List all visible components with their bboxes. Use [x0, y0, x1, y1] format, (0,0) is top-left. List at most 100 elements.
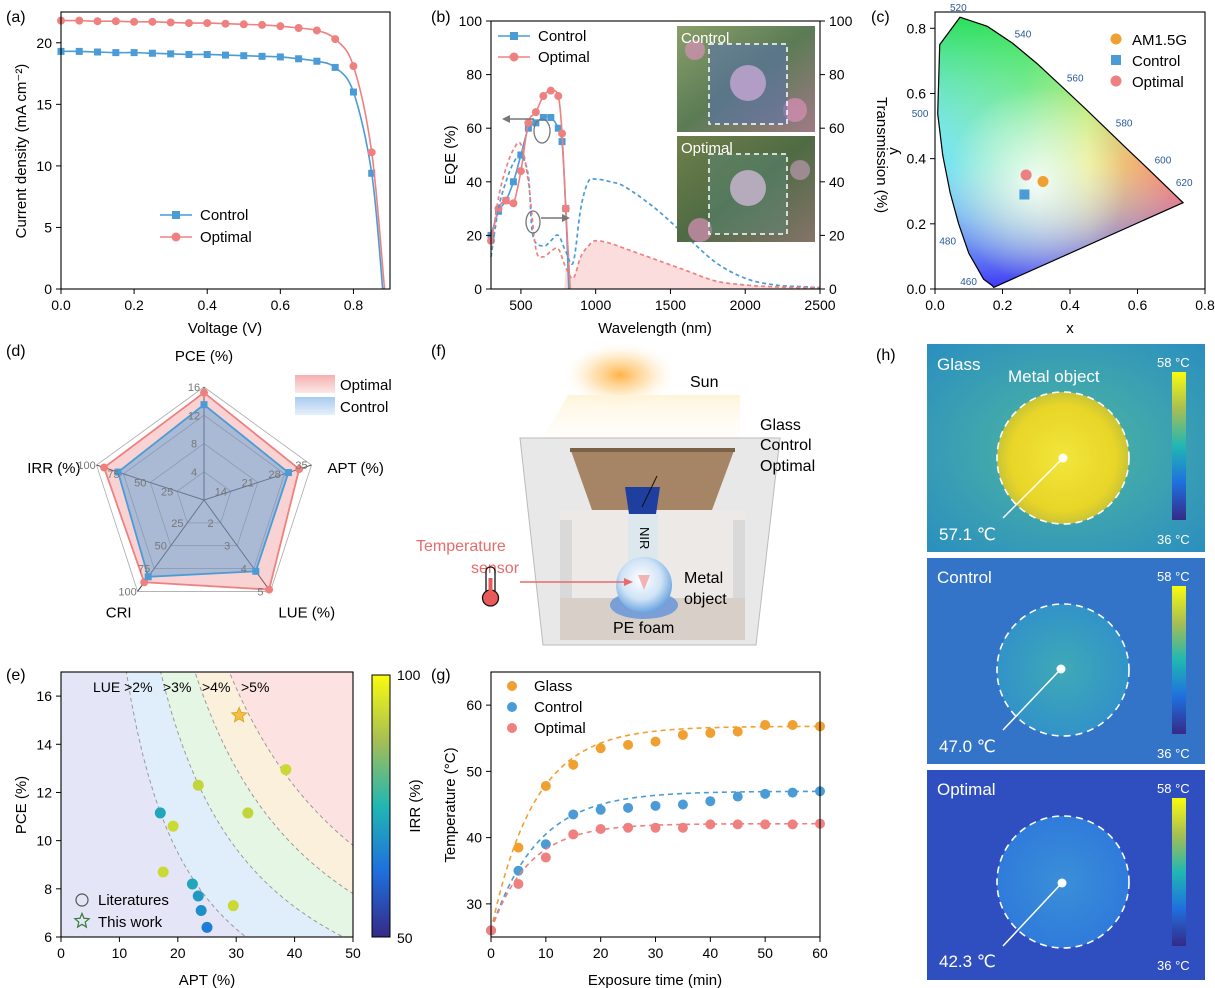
c-point [1037, 175, 1049, 187]
d-legend: Optimal Control [295, 375, 392, 416]
cie-wavelength-label: 580 [1116, 118, 1133, 129]
b-y2tick-label: 100 [829, 13, 853, 29]
thermal-panel-optimal: Optimal 42.3 ℃ 58 °C 36 °C [927, 770, 1205, 980]
a-point [313, 57, 321, 65]
cie-chart: 460 480 500 520 540 560 580 600 620 0.0 0.2 0.4 0.6… [885, 3, 1215, 337]
d-grid-ring [176, 471, 232, 524]
e-cbar-min: 50 [397, 930, 413, 946]
b-inset-optimal: Optimal [677, 136, 815, 242]
e-ytick-label: 12 [36, 784, 52, 800]
b-xtick-label: 2000 [730, 297, 761, 313]
h-optimal-name: Optimal [937, 780, 996, 799]
g-legend-control: Control [534, 699, 582, 716]
d-axis-tick: 75 [107, 469, 119, 481]
d-axis-tick: 75 [138, 564, 150, 576]
e-lue-2: LUE >2% [93, 679, 153, 695]
d-point [100, 463, 109, 472]
b-legend-control: Control [538, 28, 586, 45]
panel-label-g: (g) [431, 667, 451, 684]
b-ytick-label: 100 [459, 13, 483, 29]
f-foam-label: PE foam [613, 620, 674, 637]
e-cbar-max: 100 [397, 667, 421, 683]
d-grid-ring [96, 386, 312, 592]
b-y2tick-label: 80 [829, 67, 845, 83]
c-ytick-label: 0.0 [907, 281, 927, 297]
g-point [513, 879, 524, 889]
a-xtick-label: 0.8 [344, 297, 364, 313]
c-legend-optimal: Optimal [1132, 74, 1184, 91]
g-xtick-label: 0 [487, 945, 495, 961]
d-grid-ring [122, 414, 286, 569]
a-ylabel: Current density (mA cm⁻²) [13, 64, 30, 239]
g-point [650, 736, 661, 747]
f-sun-label: Sun [690, 374, 718, 391]
g-point [705, 727, 716, 738]
g-ytick-label: 60 [466, 697, 482, 713]
g-point [650, 822, 661, 833]
c-ytick-label: 0.2 [907, 216, 927, 232]
h-glass-name: Glass [937, 355, 980, 374]
a-point [276, 53, 284, 61]
b-ytick-label: 20 [466, 227, 482, 243]
temperature-chart: 0 10 20 30 40 50 60 30 40 50 60 Exposure time (min… [442, 671, 828, 988]
g-point [732, 726, 743, 737]
d-spoke [96, 464, 205, 501]
e-ytick-label: 8 [44, 881, 52, 897]
h-object-label: Metal object [1008, 367, 1100, 386]
d-axis-label: APT (%) [327, 460, 383, 477]
e-ytick-label: 6 [44, 929, 52, 945]
star-icon [73, 911, 91, 929]
e-ytick-label: 14 [36, 736, 52, 752]
g-xtick-label: 30 [648, 945, 664, 961]
e-literature-point [195, 905, 207, 916]
f-glass-1: Glass [760, 417, 801, 434]
e-literature-point [157, 866, 169, 878]
b-ytick-label: 40 [466, 174, 482, 190]
b-xtick-label: 500 [509, 297, 533, 313]
b-point [509, 199, 518, 208]
d-axis-label: PCE (%) [175, 348, 233, 365]
a-point [368, 169, 376, 177]
thermal-images: Glass Metal object 57.1 ℃ 58 °C 36 °C Co… [927, 344, 1205, 980]
e-literature-point [192, 890, 204, 902]
a-xlabel: Voltage (V) [188, 320, 262, 337]
e-ytick-label: 10 [36, 833, 52, 849]
thermal-schematic: Sun NIR Glass Control Optimal Temperatur… [416, 343, 815, 646]
e-literature-point [280, 764, 292, 776]
c-ylabel: y [885, 147, 902, 155]
a-point [367, 148, 376, 157]
g-legend: Glass Control Optimal [507, 678, 586, 737]
a-point [185, 50, 193, 58]
e-lue-5: >5% [241, 679, 269, 695]
panel-label-h: (h) [876, 347, 896, 364]
a-point [349, 62, 358, 71]
a-point [130, 17, 139, 26]
a-point [240, 52, 248, 60]
b-ytick-label: 0 [474, 281, 482, 297]
b-ytick-label: 60 [466, 120, 482, 136]
panel-label-d: (d) [6, 343, 26, 360]
g-point [787, 819, 798, 830]
cie-wavelength-label: 560 [1067, 74, 1084, 85]
b-point [501, 196, 510, 205]
e-literature-point [192, 779, 204, 791]
cie-wavelength-label: 540 [1015, 29, 1032, 40]
a-point [75, 47, 83, 55]
d-axis-tick: 50 [134, 478, 146, 490]
c-xtick-label: 0.4 [1060, 297, 1080, 313]
e-clabel: IRR (%) [407, 779, 424, 832]
h-control-name: Control [937, 568, 992, 587]
c-xtick-label: 0.0 [925, 297, 945, 313]
a-point [331, 35, 340, 44]
d-point [295, 465, 304, 474]
g-xtick-label: 40 [703, 945, 719, 961]
a-point [167, 50, 175, 58]
g-xtick-label: 60 [812, 945, 828, 961]
d-axis-label: LUE (%) [278, 604, 335, 621]
b-point [516, 167, 525, 176]
e-legend: Literatures This work [73, 892, 169, 931]
d-axis-tick: 12 [188, 410, 200, 422]
g-ytick-label: 40 [466, 830, 482, 846]
a-series-line-1 [60, 19, 386, 290]
g-legend-optimal: Optimal [534, 720, 586, 737]
